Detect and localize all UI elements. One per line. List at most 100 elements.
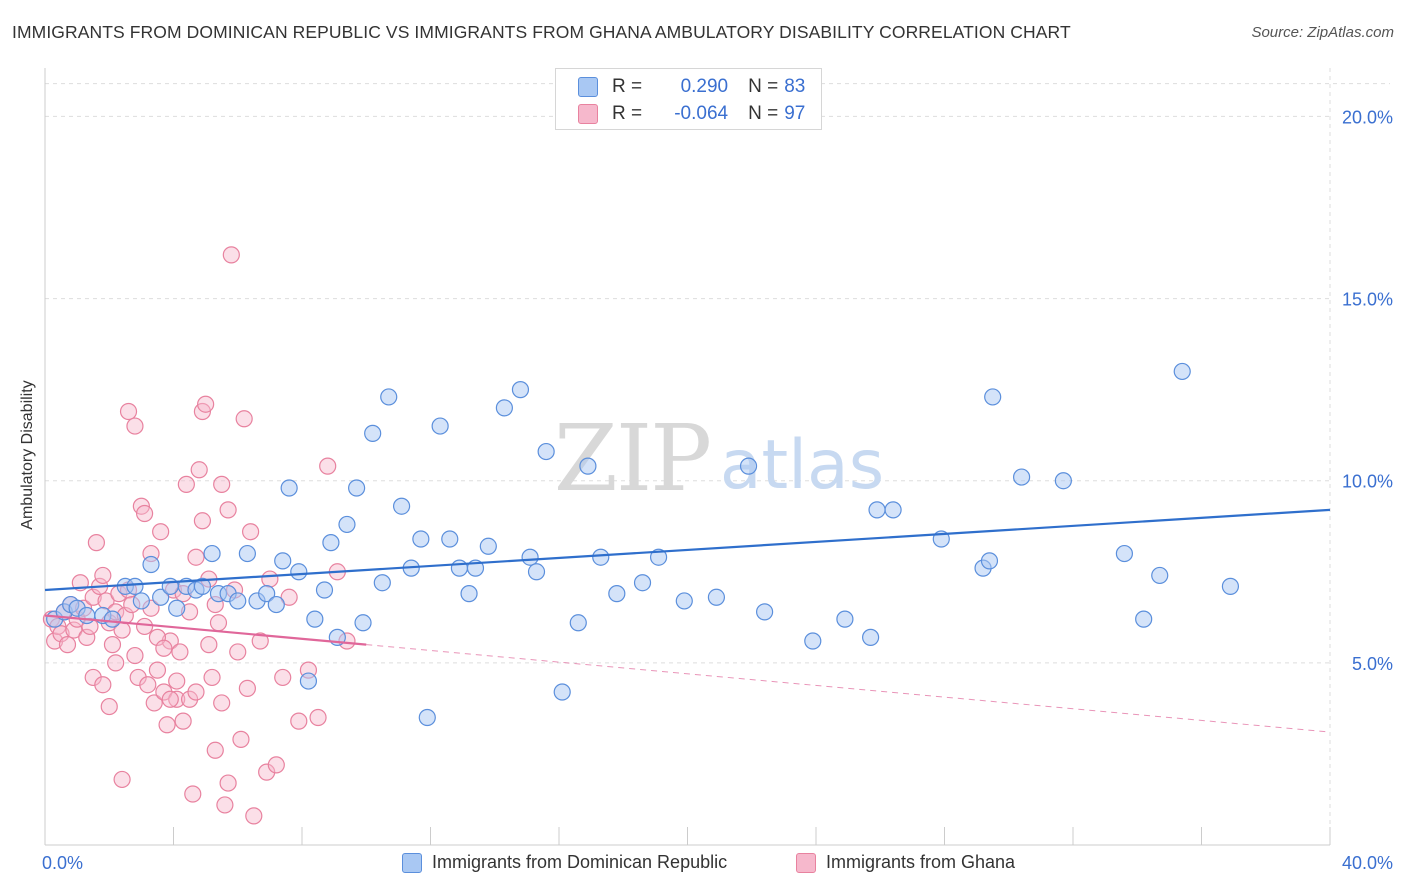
dominican-point bbox=[315, 581, 334, 599]
ghana-point bbox=[135, 617, 154, 636]
ghana-point bbox=[238, 679, 256, 697]
ghana-point bbox=[158, 716, 176, 734]
dominican-point bbox=[412, 530, 430, 548]
dominican-point bbox=[460, 585, 478, 603]
ghana-point bbox=[219, 501, 237, 519]
dominican-point bbox=[553, 683, 571, 701]
dominican-point bbox=[495, 399, 513, 417]
dominican-point bbox=[479, 537, 497, 555]
ghana-point bbox=[261, 570, 279, 588]
legend-swatch-dominican bbox=[402, 852, 422, 873]
dominican-point bbox=[274, 552, 292, 570]
dominican-point bbox=[418, 708, 436, 727]
stats-swatch-ghana bbox=[578, 104, 598, 124]
dominican-point bbox=[103, 610, 122, 628]
ghana-point bbox=[187, 548, 205, 566]
ghana-point bbox=[245, 807, 263, 825]
ghana-point bbox=[152, 523, 170, 541]
dominican-point bbox=[1151, 566, 1169, 585]
y-tick-label: 20.0% bbox=[1342, 107, 1393, 127]
dominican-point bbox=[193, 577, 212, 595]
dominican-point bbox=[537, 442, 555, 461]
ghana-point bbox=[232, 730, 250, 748]
dominican-point bbox=[1054, 472, 1072, 490]
ghana-point bbox=[203, 668, 221, 687]
legend-label-ghana: Immigrants from Ghana bbox=[826, 852, 1016, 872]
dominican-point bbox=[1135, 610, 1153, 628]
dominican-point bbox=[431, 417, 449, 435]
watermark-zip: ZIP bbox=[554, 405, 710, 512]
dominican-point bbox=[168, 599, 186, 617]
dominican-point bbox=[1115, 544, 1134, 563]
dominican-point bbox=[884, 501, 902, 519]
dominican-point bbox=[521, 548, 539, 566]
ghana-trend-line-extended bbox=[366, 644, 1331, 733]
grid-lines bbox=[45, 68, 1390, 845]
ghana-point bbox=[309, 708, 327, 727]
axes bbox=[44, 68, 1331, 846]
dominican-point bbox=[633, 574, 652, 592]
ghana-point bbox=[216, 796, 234, 814]
stats-legend: R = 0.290 N = 83 R = -0.064 N = 97 bbox=[555, 68, 822, 130]
dominican-trend-line bbox=[44, 508, 1331, 592]
dominican-point bbox=[290, 563, 308, 581]
ghana-point bbox=[107, 654, 125, 672]
dominican-point bbox=[1173, 362, 1191, 381]
stats-row-ghana: R = -0.064 N = 97 bbox=[578, 99, 805, 129]
ghana-point bbox=[161, 690, 179, 708]
stats-n-label: N = bbox=[748, 76, 779, 97]
dominican-point bbox=[980, 552, 999, 570]
ghana-point bbox=[100, 697, 118, 716]
ghana-point bbox=[229, 643, 247, 661]
dominican-point bbox=[868, 501, 886, 519]
ghana-point bbox=[145, 694, 163, 712]
stats-r-label: R = bbox=[612, 76, 643, 97]
dominican-point bbox=[649, 548, 668, 566]
dominican-point bbox=[78, 606, 96, 625]
dominican-point bbox=[511, 381, 530, 399]
ghana-point bbox=[197, 395, 215, 413]
ghana-point bbox=[126, 417, 144, 435]
legend-label-dominican: Immigrants from Dominican Republic bbox=[432, 852, 728, 872]
dominican-point bbox=[675, 592, 693, 610]
ghana-point bbox=[274, 668, 292, 687]
ghana-point bbox=[171, 643, 189, 661]
dominican-point bbox=[755, 603, 774, 621]
dominican-point bbox=[527, 563, 546, 581]
stats-r-value: -0.064 bbox=[674, 103, 729, 124]
dominican-point bbox=[126, 577, 144, 595]
ghana-point bbox=[206, 741, 224, 759]
ghana-point bbox=[84, 588, 102, 606]
dominican-point bbox=[338, 515, 356, 534]
ghana-point bbox=[219, 774, 237, 792]
ghana-points bbox=[42, 246, 356, 825]
ghana-point bbox=[242, 523, 260, 541]
legend-item-ghana[interactable]: Immigrants from Ghana bbox=[796, 852, 1015, 873]
stats-r-value: 0.290 bbox=[680, 76, 729, 97]
legend-item-dominican[interactable]: Immigrants from Dominican Republic bbox=[402, 852, 727, 873]
ghana-point bbox=[78, 628, 96, 646]
dominican-point bbox=[238, 544, 256, 563]
ghana-point bbox=[126, 646, 144, 665]
ghana-point bbox=[52, 625, 70, 643]
stats-n-value: 97 bbox=[784, 103, 806, 124]
dominican-point bbox=[306, 610, 324, 628]
ghana-point bbox=[190, 461, 208, 479]
ghana-point bbox=[135, 504, 154, 523]
dominican-point bbox=[1012, 468, 1031, 486]
ghana-point bbox=[155, 639, 173, 657]
trend-lines bbox=[44, 508, 1331, 733]
ghana-point bbox=[119, 402, 138, 421]
ghana-point bbox=[187, 683, 205, 701]
dominican-point bbox=[608, 585, 626, 603]
stats-n-label: N = bbox=[748, 103, 779, 124]
ghana-point bbox=[213, 475, 231, 493]
y-tick-label: 15.0% bbox=[1342, 290, 1393, 310]
dominican-point bbox=[258, 585, 276, 603]
dominican-point bbox=[354, 614, 372, 632]
chart-source: Source: ZipAtlas.com bbox=[1251, 24, 1394, 41]
ghana-point bbox=[235, 410, 253, 428]
dominican-point bbox=[364, 424, 382, 442]
ghana-point bbox=[148, 661, 167, 679]
